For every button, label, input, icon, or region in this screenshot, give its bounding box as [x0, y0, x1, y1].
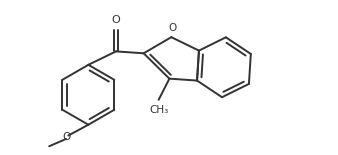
Text: O: O — [169, 23, 177, 33]
Text: O: O — [112, 15, 120, 25]
Text: O: O — [63, 132, 71, 142]
Text: CH₃: CH₃ — [149, 105, 168, 115]
